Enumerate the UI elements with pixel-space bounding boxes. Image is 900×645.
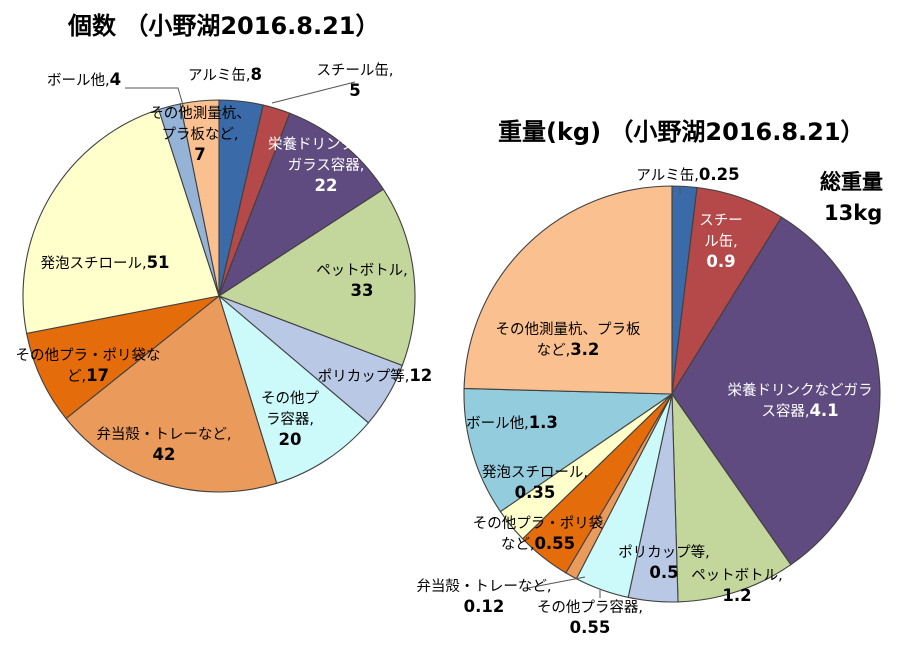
chart-title-count: 個数 （小野湖2016.8.21）: [67, 12, 379, 40]
weight-slice-pet-bottle: [671, 392, 792, 603]
pie-count: アルミ缶,8 スチール缶, 5 栄養ドリンクなどガラス容器, 22 ペットボトル, 33 ポリ…: [16, 62, 433, 493]
total-weight-label: 総重量: [820, 170, 883, 194]
count-data-label-styrofoam: 発泡スチロール,51: [40, 253, 169, 272]
count-slice-other-plastic-bag: [25, 295, 220, 420]
weight-data-label-poly-cup: ポリカップ等, 0.5: [618, 543, 710, 582]
count-slice-styrofoam: [22, 108, 220, 335]
weight-data-label-glass-bottle: 栄養ドリンクなどガラス容器,4.1: [728, 381, 873, 420]
weight-data-label-other-plastic-bag: その他プラ・ポリ袋など,0.55: [473, 515, 604, 553]
weight-data-label-ball: ボール他,1.3: [466, 413, 558, 432]
count-data-label-pet-bottle: ペットボトル, 33: [316, 262, 408, 300]
count-leader-line-ball: [125, 87, 186, 113]
count-slice-other-plastic-container: [217, 294, 370, 485]
count-data-label-poly-cup: ポリカップ等,12: [318, 366, 433, 385]
weight-leader-line-bento-tray: [527, 576, 586, 589]
count-slice-glass-bottle: [217, 112, 385, 298]
count-data-label-survey-stake-plastic-board: その他測量杭、プラ板など, 7: [149, 105, 251, 164]
weight-data-label-aluminum-can: アルミ缶,0.25: [636, 165, 739, 184]
count-leader-line-steel-can: [271, 81, 356, 104]
count-data-label-glass-bottle: 栄養ドリンクなどガラス容器, 22: [268, 135, 384, 195]
weight-data-label-other-plastic-container: その他プラ容器, 0.55: [537, 599, 643, 637]
weight-slice-ball: [463, 387, 674, 513]
total-weight-value: 13kg: [824, 201, 882, 225]
count-data-label-bento-tray: 弁当殻・トレーなど, 42: [96, 426, 231, 464]
count-data-label-aluminum-can: アルミ缶,8: [188, 65, 262, 84]
chart-title-weight: 重量(kg) （小野湖2016.8.21）: [498, 118, 865, 146]
weight-slice-glass-bottle: [671, 216, 881, 566]
weight-data-label-bento-tray: 弁当殻・トレーなど, 0.12: [416, 578, 551, 616]
count-slice-survey-stake-plastic-board: [179, 99, 220, 297]
count-data-label-other-plastic-container: その他プラ容器, 20: [261, 390, 319, 449]
count-data-label-steel-can: スチール缶, 5: [316, 62, 393, 100]
weight-data-label-steel-can: スチール缶, 0.9: [699, 213, 743, 271]
count-slice-bento-tray: [65, 295, 278, 493]
weight-data-label-pet-bottle: ペットボトル, 1.2: [691, 567, 783, 605]
weight-slice-survey-stake-plastic-board: [463, 185, 673, 395]
count-slice-pet-bottle: [217, 188, 416, 367]
weight-data-label-survey-stake-plastic-board: その他測量杭、プラ板など,3.2: [496, 320, 641, 359]
count-data-label-other-plastic-bag: その他プラ・ポリ袋など,17: [16, 347, 161, 385]
pie-weight: アルミ缶,0.25 スチール缶, 0.9 栄養ドリンクなどガラス容器,4.1 ペットボト…: [416, 165, 881, 637]
weight-data-label-styrofoam: 発泡スチロール, 0.35: [482, 464, 588, 502]
count-data-label-ball: ボール他,4: [47, 70, 121, 89]
